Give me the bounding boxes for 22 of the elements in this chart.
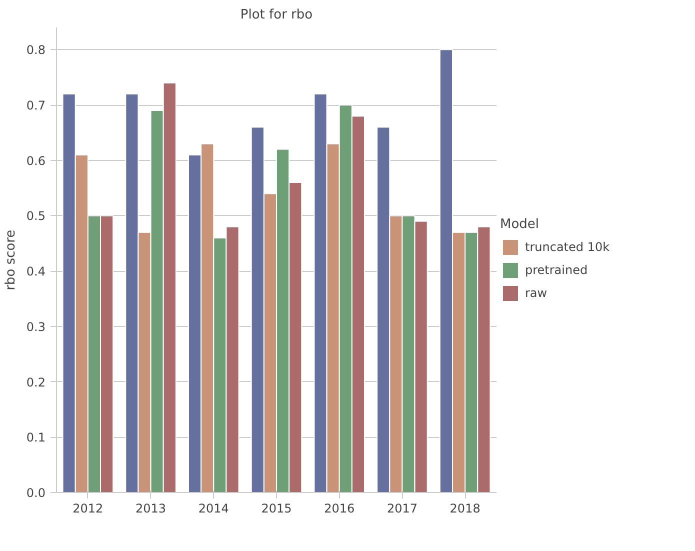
x-tick-label: 2012	[72, 502, 104, 516]
x-tick-label: 2017	[386, 502, 418, 516]
legend-title: Model	[500, 216, 540, 232]
chart-title: Plot for rbo	[240, 8, 313, 22]
legend-label: raw	[525, 286, 548, 300]
x-tick-label: 2016	[324, 502, 355, 516]
x-tick-label: 2015	[261, 502, 292, 516]
x-tick-label: 2013	[136, 502, 166, 516]
legend-label: pretrained	[525, 262, 588, 276]
x-tick-label: 2018	[450, 502, 480, 516]
y-axis-title: rbo score	[3, 230, 18, 290]
y-tick-label: 0.7	[26, 98, 46, 112]
legend-label: truncated 10k	[525, 240, 610, 254]
y-tick-label: 0.8	[26, 43, 46, 58]
y-tick-label: 0.2	[26, 375, 46, 390]
y-tick-label: 0.6	[26, 154, 46, 168]
y-tick-label: 0.4	[26, 264, 46, 279]
y-tick-label: 0.0	[26, 486, 46, 500]
y-tick-label: 0.5	[26, 209, 46, 224]
y-tick-label: 0.1	[26, 430, 46, 445]
y-tick-label: 0.3	[26, 320, 46, 334]
x-tick-label: 2014	[198, 502, 229, 516]
